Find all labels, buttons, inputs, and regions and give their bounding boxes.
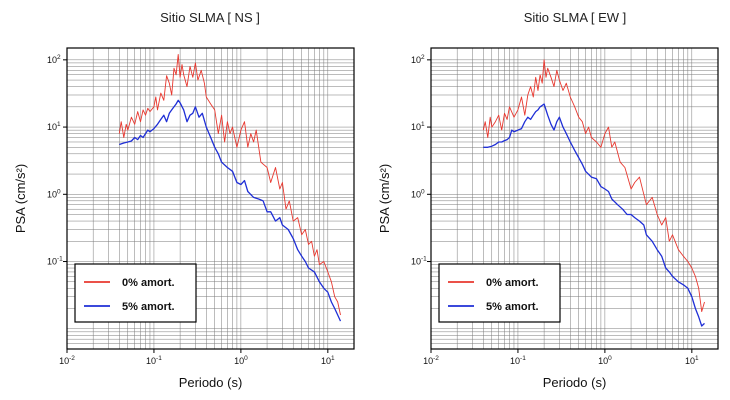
- legend-box: [74, 263, 197, 323]
- x-tick-label: 10-1: [510, 355, 526, 366]
- y-tick-label: 101: [411, 121, 425, 132]
- y-tick-label: 101: [47, 121, 61, 132]
- series-line-undamped: [118, 54, 341, 316]
- y-tick-label: 102: [411, 54, 425, 65]
- series-line-damped: [119, 99, 342, 322]
- x-tick-label: 10-1: [146, 355, 162, 366]
- x-axis-label: Periodo (s): [543, 375, 607, 390]
- legend-label: 0% amort.: [486, 277, 539, 289]
- series-line-undamped: [482, 59, 705, 313]
- chart-panel-ns: Sitio SLMA [ NS ] 10-2 10-1 100 101 10-1 100 10…: [13, 10, 355, 390]
- legend-label: 5% amort.: [486, 301, 539, 313]
- series-line-damped: [483, 103, 705, 327]
- x-tick-label: 101: [321, 355, 335, 366]
- y-tick-label: 10-1: [411, 256, 427, 267]
- x-tick-label: 10-2: [423, 355, 439, 366]
- y-tick-label: 102: [47, 54, 61, 65]
- y-tick-label: 10-1: [47, 256, 63, 267]
- legend: 0% amort. 5% amort.: [74, 263, 197, 323]
- plot-frame: [66, 47, 355, 350]
- x-tick-label: 100: [234, 355, 248, 366]
- x-axis-label: Periodo (s): [179, 375, 243, 390]
- plot-frame: [430, 47, 719, 350]
- y-axis-label: PSA (cm/s²): [377, 164, 392, 233]
- legend: 0% amort. 5% amort.: [438, 263, 561, 323]
- y-axis-label: PSA (cm/s²): [13, 164, 28, 233]
- chart-title: Sitio SLMA [ EW ]: [524, 10, 627, 25]
- x-tick-label: 10-2: [59, 355, 75, 366]
- y-tick-label: 100: [411, 188, 425, 199]
- x-tick-label: 101: [685, 355, 699, 366]
- legend-label: 0% amort.: [122, 277, 175, 289]
- chart-title: Sitio SLMA [ NS ]: [160, 10, 260, 25]
- y-tick-label: 100: [47, 188, 61, 199]
- x-tick-label: 100: [598, 355, 612, 366]
- legend-box: [438, 263, 561, 323]
- grid: [66, 48, 355, 350]
- legend-label: 5% amort.: [122, 301, 175, 313]
- chart-panel-ew: Sitio SLMA [ EW ] 10-2 10-1 100 101 10-1 100 10…: [377, 10, 719, 390]
